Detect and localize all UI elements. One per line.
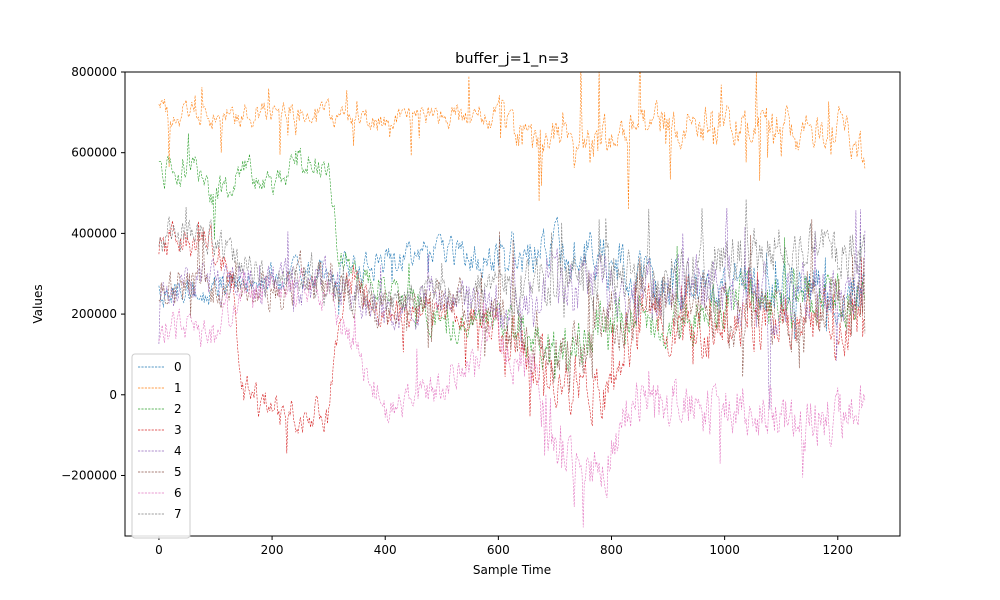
x-tick-label: 400 <box>374 543 397 557</box>
x-tick-label: 1000 <box>709 543 740 557</box>
series-line-1 <box>158 72 866 210</box>
series-line-6 <box>158 268 866 528</box>
x-tick-label: 600 <box>487 543 510 557</box>
legend-frame <box>131 353 191 539</box>
series-line-5 <box>158 219 866 393</box>
x-tick-label: 800 <box>600 543 623 557</box>
y-tick-label: 0 <box>109 388 117 402</box>
y-tick-label: 200000 <box>71 307 117 321</box>
legend-label-6: 6 <box>174 486 182 500</box>
y-tick-label: 400000 <box>71 226 117 240</box>
legend-label-5: 5 <box>174 465 182 479</box>
legend-label-1: 1 <box>174 381 182 395</box>
y-axis: −200000 0 200000 400000 600000 800000 <box>61 65 125 482</box>
y-axis-label: Values <box>31 284 45 323</box>
legend-label-4: 4 <box>174 444 182 458</box>
y-tick-label: 600000 <box>71 146 117 160</box>
y-tick-label: −200000 <box>61 468 117 482</box>
x-tick-label: 0 <box>155 543 163 557</box>
series-line-0 <box>158 216 866 340</box>
x-tick-label: 200 <box>261 543 284 557</box>
legend-label-0: 0 <box>174 360 182 374</box>
series-line-7 <box>158 199 866 332</box>
legend-label-7: 7 <box>174 507 182 521</box>
x-tick-label: 1200 <box>823 543 854 557</box>
chart-title: buffer_j=1_n=3 <box>455 51 569 67</box>
plot-frame <box>124 71 901 537</box>
x-axis-label: Sample Time <box>473 563 551 577</box>
series-line-4 <box>158 207 866 410</box>
legend-label-3: 3 <box>174 423 182 437</box>
y-tick-label: 800000 <box>71 65 117 79</box>
legend: 0 1 2 3 4 5 6 7 <box>131 353 191 539</box>
x-axis: 0 200 400 600 800 1000 1200 <box>155 536 853 557</box>
series-layer <box>158 72 866 528</box>
legend-label-2: 2 <box>174 402 182 416</box>
series-line-3 <box>158 220 866 454</box>
